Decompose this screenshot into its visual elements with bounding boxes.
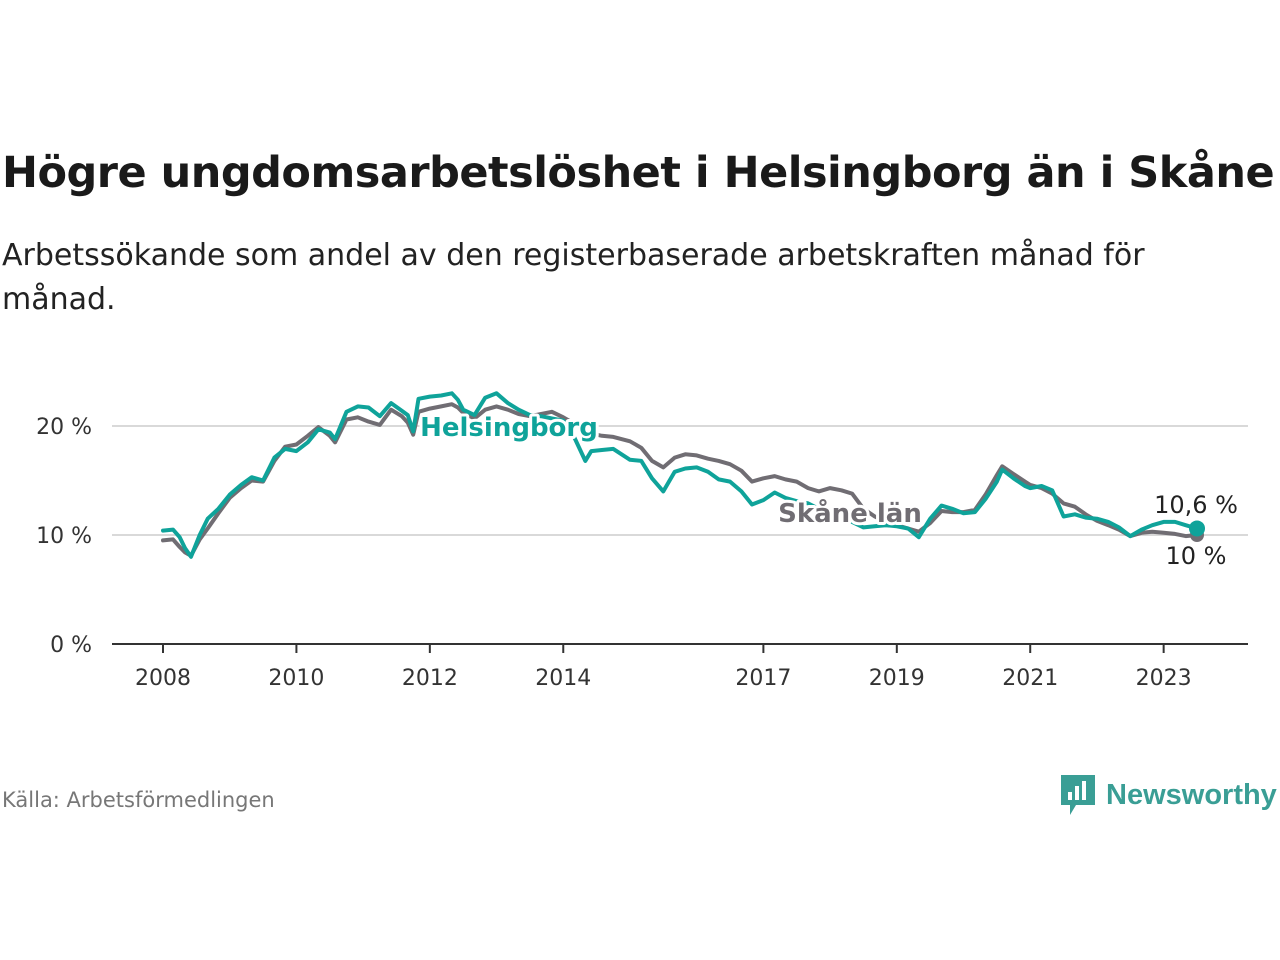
series-labels: Helsingborg Skåne län 10,6 % 10 % — [417, 410, 1241, 573]
x-tick-label: 2023 — [1136, 666, 1192, 691]
series-lines — [161, 391, 1205, 559]
end-value-helsingborg: 10,6 % — [1154, 491, 1238, 519]
series-label-helsingborg: Helsingborg — [420, 413, 598, 443]
y-axis-ticks: 0 % 10 % 20 % — [36, 415, 92, 658]
source-note: Källa: Arbetsförmedlingen — [2, 788, 275, 812]
line-chart: 0 % 10 % 20 % 2008 2010 2012 2014 2017 2019 2021… — [36, 391, 1248, 691]
x-axis-ticks: 2008 2010 2012 2014 2017 2019 2021 2023 — [135, 644, 1192, 691]
chart-title: Högre ungdomsarbetslöshet i Helsingborg … — [2, 148, 1275, 198]
x-tick-label: 2017 — [735, 666, 791, 691]
brand-logo[interactable]: Newsworthy — [1058, 772, 1277, 818]
x-tick-label: 2021 — [1002, 666, 1058, 691]
end-point-helsingborg — [1189, 520, 1205, 537]
chart-subtitle: Arbetssökande som andel av den registerb… — [2, 238, 1145, 317]
y-tick-label: 20 % — [36, 415, 92, 440]
end-value-skane: 10 % — [1166, 542, 1227, 570]
series-line-helsingborg — [161, 391, 1199, 559]
y-tick-label: 10 % — [36, 524, 92, 549]
x-tick-label: 2014 — [535, 666, 591, 691]
x-tick-label: 2008 — [135, 666, 191, 691]
newsworthy-logo-icon — [1061, 775, 1095, 815]
brand-name: Newsworthy — [1106, 778, 1277, 811]
gridlines — [112, 425, 1248, 645]
series-label-skane: Skåne län — [778, 497, 922, 529]
x-tick-label: 2012 — [402, 666, 458, 691]
x-tick-label: 2010 — [268, 666, 324, 691]
y-tick-label: 0 % — [50, 633, 92, 658]
x-tick-label: 2019 — [869, 666, 925, 691]
